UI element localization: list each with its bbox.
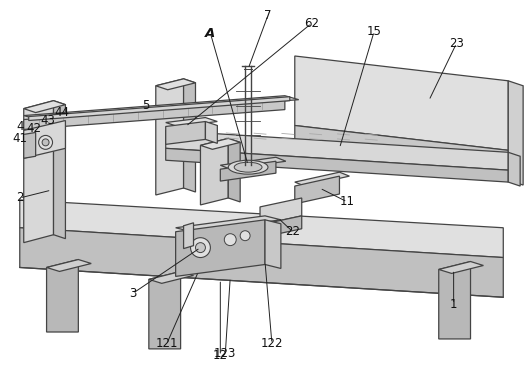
- Polygon shape: [156, 79, 196, 90]
- Text: 121: 121: [156, 338, 178, 350]
- Text: 42: 42: [26, 122, 41, 135]
- Polygon shape: [166, 130, 508, 170]
- Polygon shape: [295, 56, 508, 150]
- Polygon shape: [176, 216, 281, 232]
- Text: 62: 62: [304, 17, 319, 30]
- Circle shape: [42, 139, 49, 146]
- Polygon shape: [29, 97, 290, 121]
- Text: 43: 43: [40, 114, 55, 127]
- Polygon shape: [439, 262, 470, 339]
- Polygon shape: [166, 148, 508, 182]
- Circle shape: [196, 242, 205, 253]
- Text: 12: 12: [213, 349, 228, 362]
- Polygon shape: [295, 125, 508, 180]
- Polygon shape: [184, 79, 196, 192]
- Polygon shape: [295, 176, 340, 204]
- Polygon shape: [24, 132, 35, 158]
- Text: 22: 22: [285, 225, 300, 238]
- Polygon shape: [228, 139, 240, 202]
- Text: 44: 44: [54, 106, 69, 119]
- Polygon shape: [47, 260, 78, 332]
- Text: 123: 123: [214, 347, 236, 360]
- Circle shape: [240, 231, 250, 241]
- Polygon shape: [20, 228, 503, 297]
- Ellipse shape: [234, 162, 262, 172]
- Polygon shape: [508, 81, 523, 185]
- Polygon shape: [508, 152, 520, 186]
- Polygon shape: [24, 100, 53, 242]
- Polygon shape: [439, 262, 484, 274]
- Polygon shape: [166, 121, 205, 144]
- Polygon shape: [156, 79, 184, 195]
- Text: 2: 2: [16, 191, 23, 204]
- Polygon shape: [53, 100, 66, 239]
- Polygon shape: [24, 121, 66, 158]
- Text: 1: 1: [450, 298, 458, 311]
- Polygon shape: [176, 220, 265, 276]
- Text: A: A: [205, 27, 215, 40]
- Polygon shape: [220, 157, 286, 169]
- Polygon shape: [265, 220, 281, 268]
- Polygon shape: [20, 200, 503, 258]
- Text: 23: 23: [449, 36, 464, 50]
- Text: 15: 15: [367, 25, 381, 38]
- Text: 41: 41: [12, 132, 28, 145]
- Polygon shape: [205, 121, 217, 143]
- Text: 11: 11: [340, 196, 355, 208]
- Text: 4: 4: [16, 120, 23, 133]
- Polygon shape: [220, 161, 276, 181]
- Polygon shape: [149, 272, 194, 283]
- Polygon shape: [24, 100, 66, 113]
- Text: 5: 5: [142, 99, 150, 112]
- Text: 122: 122: [261, 338, 283, 350]
- Polygon shape: [184, 223, 194, 249]
- Ellipse shape: [228, 160, 268, 174]
- Circle shape: [190, 238, 211, 258]
- Polygon shape: [200, 139, 228, 205]
- Polygon shape: [166, 118, 217, 126]
- Polygon shape: [24, 100, 285, 130]
- Text: 7: 7: [264, 9, 272, 22]
- Polygon shape: [24, 96, 299, 120]
- Circle shape: [224, 234, 236, 246]
- Polygon shape: [260, 216, 302, 238]
- Text: 3: 3: [129, 287, 136, 300]
- Polygon shape: [200, 139, 240, 149]
- Circle shape: [39, 135, 52, 149]
- Polygon shape: [47, 260, 91, 272]
- Polygon shape: [295, 172, 349, 186]
- Polygon shape: [149, 272, 180, 349]
- Polygon shape: [260, 198, 302, 225]
